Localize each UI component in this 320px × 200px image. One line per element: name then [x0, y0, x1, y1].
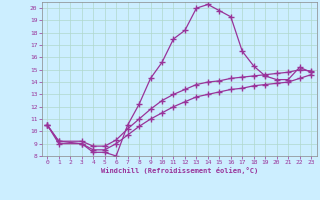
X-axis label: Windchill (Refroidissement éolien,°C): Windchill (Refroidissement éolien,°C) — [100, 167, 258, 174]
